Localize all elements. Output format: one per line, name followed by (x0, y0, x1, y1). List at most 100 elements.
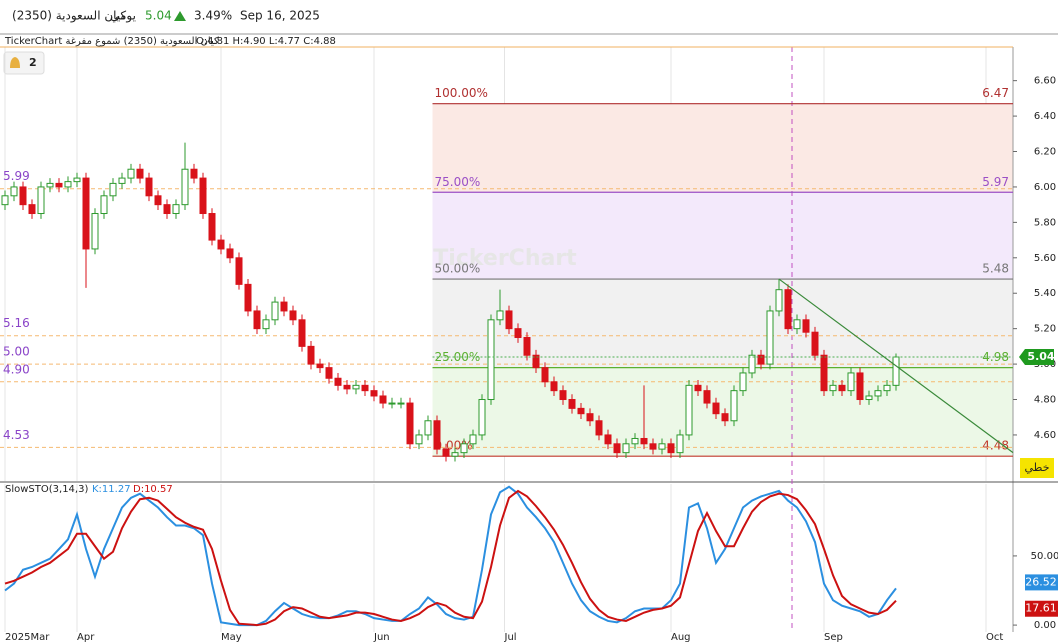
candle-body (244, 283, 252, 312)
candle-body (91, 213, 99, 250)
y-tick-label: 5.60 (1034, 253, 1056, 264)
candle-body (316, 363, 324, 369)
candle-body (793, 319, 801, 330)
candle-body (64, 181, 72, 188)
candle-body (226, 248, 234, 259)
candle-body (856, 372, 864, 401)
candle-body (739, 372, 747, 392)
level-label: 4.53 (3, 428, 30, 442)
candle-body (208, 213, 216, 241)
candle-body (280, 301, 288, 312)
candle-body (712, 402, 720, 415)
candle-body (109, 182, 117, 197)
candle-body (10, 186, 18, 197)
alert-button[interactable] (3, 51, 45, 75)
candle-body (604, 434, 612, 445)
candle-body (28, 204, 36, 215)
candle-body (685, 384, 693, 436)
up-arrow (174, 11, 186, 21)
fib-label: 75.00% (435, 175, 481, 189)
candle-body (469, 434, 477, 445)
candle-body (136, 168, 144, 179)
candle-body (514, 328, 522, 339)
candle-body (703, 390, 711, 404)
candle-body (667, 443, 675, 454)
x-tick-label: Sep (824, 632, 843, 643)
candle-body (487, 319, 495, 401)
x-tick-label: May (221, 632, 242, 643)
candle-body (199, 177, 207, 215)
y-tick-label: 5.80 (1034, 217, 1056, 228)
candle-body (415, 434, 423, 445)
candle-body (838, 384, 846, 392)
candle-body (748, 354, 756, 374)
candle-body (820, 354, 828, 392)
candle-body (181, 168, 189, 206)
trendline (778, 278, 1014, 454)
x-tick-label: Jun (373, 632, 390, 643)
candle-body (370, 390, 378, 397)
candle-body (379, 395, 387, 404)
value-badge-label: 17.61 (1025, 602, 1057, 615)
candle-body (397, 402, 405, 405)
fib-zone (432, 367, 1013, 457)
candle-body (163, 204, 171, 215)
candle-body (649, 443, 657, 450)
candle-body (271, 301, 279, 321)
candle-body (766, 310, 774, 365)
candle-body (559, 390, 567, 401)
candle-body (757, 354, 765, 365)
candle-body (676, 434, 684, 454)
candle-body (892, 356, 900, 386)
candle-body (532, 354, 540, 369)
fib-value: 4.48 (982, 439, 1009, 453)
level-label: 4.90 (3, 362, 30, 376)
candle-body (424, 420, 432, 436)
bell-icon (10, 57, 20, 68)
fib-label: 50.00% (435, 262, 481, 276)
k-value: K:11.27 (92, 484, 131, 495)
candle-body (154, 195, 162, 206)
date: Sep 16, 2025 (240, 9, 320, 23)
chart-info: TickerChart كيان السعودية (2350) شموع مف… (4, 36, 219, 47)
candle-body (433, 420, 441, 450)
mode-button[interactable] (1020, 458, 1054, 478)
y-tick-label: 4.80 (1034, 395, 1056, 406)
candle-body (190, 168, 198, 179)
candle-body (775, 289, 783, 312)
candle-body (802, 319, 810, 333)
candle-body (865, 395, 873, 401)
price-badge (1019, 349, 1054, 365)
candle-body (568, 399, 576, 409)
candle-body (352, 384, 360, 390)
candle-body (730, 390, 738, 422)
candle-body (631, 437, 639, 445)
last-price: 5.04 (145, 9, 172, 23)
y-tick-label: 6.00 (1034, 182, 1056, 193)
candle-body (127, 168, 135, 179)
fib-zone (432, 103, 1013, 193)
d-value: D:10.57 (133, 484, 173, 495)
candle-body (388, 402, 396, 405)
candle-body (658, 443, 666, 450)
level-label: 5.16 (3, 316, 30, 330)
stoch-line (4, 485, 897, 627)
candle-body (325, 367, 333, 379)
level-label: 5.00 (3, 345, 30, 359)
fib-label: 100.00% (435, 86, 488, 100)
price-badge-label: 5.04 (1027, 350, 1054, 363)
y-tick-label: 50.00 (1031, 551, 1058, 562)
fib-zone (432, 279, 1013, 368)
candle-body (307, 345, 315, 365)
candle-body (784, 289, 792, 330)
y-tick-label: 6.40 (1034, 111, 1056, 122)
candle-body (721, 413, 729, 422)
candle-body (1, 195, 9, 206)
candle-body (478, 399, 486, 436)
candle-body (55, 182, 63, 188)
candle-body (550, 381, 558, 392)
period: يومي (110, 9, 136, 24)
candle-body (640, 437, 648, 445)
candle-body (262, 319, 270, 330)
